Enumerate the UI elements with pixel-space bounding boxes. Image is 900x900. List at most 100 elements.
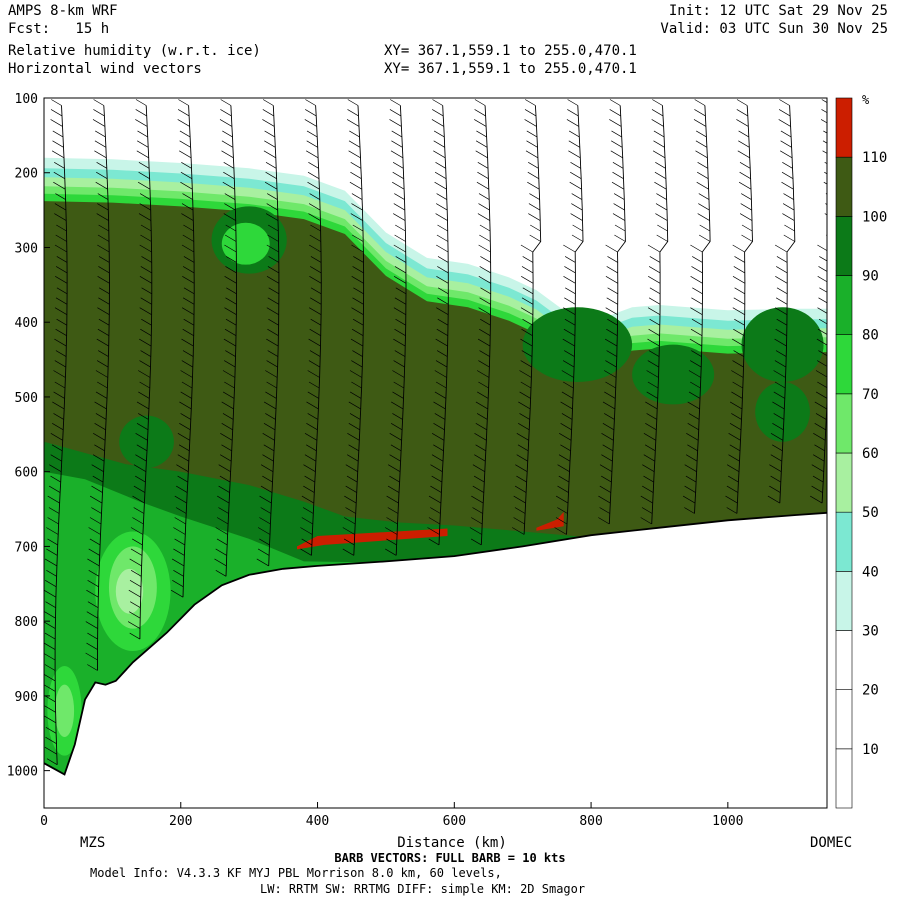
colorbar-swatch xyxy=(835,393,853,454)
colorbar-level-label: 40 xyxy=(862,564,879,580)
y-tick-label: 1000 xyxy=(7,765,38,780)
colorbar-level-label: 110 xyxy=(862,150,887,166)
colorbar-swatch xyxy=(835,511,853,572)
cross-section-xy-2: XY= 367.1,559.1 to 255.0,470.1 xyxy=(384,61,637,77)
wind-barb-column xyxy=(256,99,280,567)
wind-barb-column xyxy=(598,99,626,525)
x-start-label: MZS xyxy=(80,835,105,851)
wind-barb-ticks xyxy=(640,99,668,525)
field-label-rh: Relative humidity (w.r.t. ice) xyxy=(8,43,261,59)
wind-barb-staff xyxy=(566,105,584,535)
wind-barb-ticks xyxy=(385,99,407,556)
y-axis: 100 200 300 400 500 600 700 800 900 1000 xyxy=(7,92,50,780)
colorbar: 10 20 30 40 50 60 70 80 90 100 110 xyxy=(835,97,887,809)
wind-barb-ticks xyxy=(127,99,152,640)
wind-barb-ticks xyxy=(170,99,195,598)
wind-barb-ticks xyxy=(44,99,68,766)
rh-blob-h xyxy=(119,415,174,468)
wind-barb-staff xyxy=(395,105,407,556)
wind-barb-column xyxy=(85,99,110,671)
colorbar-level-label: 10 xyxy=(862,742,879,758)
y-tick-label: 500 xyxy=(15,391,38,406)
x-axis-title: Distance (km) xyxy=(397,835,507,851)
x-tick-label: 400 xyxy=(306,814,329,829)
colorbar-swatch xyxy=(835,748,853,809)
colorbar-level-label: 50 xyxy=(862,505,879,521)
rh-blob-g-core xyxy=(54,684,75,737)
wind-barb-staff xyxy=(694,105,711,514)
colorbar-swatch xyxy=(835,334,853,395)
colorbar-swatch xyxy=(835,571,853,631)
wind-barb-ticks xyxy=(554,99,584,535)
wind-barb-column xyxy=(554,99,584,535)
wind-barb-column xyxy=(512,99,542,535)
wind-barbs xyxy=(44,99,827,766)
wind-barb-ticks xyxy=(512,99,541,535)
wind-barb-column xyxy=(427,99,449,546)
wind-barb-column xyxy=(214,99,237,577)
x-tick-label: 0 xyxy=(40,814,48,829)
wind-barb-staff xyxy=(54,105,68,765)
wind-barb-column xyxy=(300,99,322,556)
wind-barb-column xyxy=(682,99,711,514)
wind-barb-staff xyxy=(821,389,827,504)
colorbar-level-label: 70 xyxy=(862,387,879,403)
forecast-hour: Fcst: 15 h xyxy=(8,21,110,37)
x-tick-label: 800 xyxy=(579,814,602,829)
model-info-2: LW: RRTM SW: RRTMG DIFF: simple KM: 2D S… xyxy=(260,882,585,896)
wind-barb-staff xyxy=(523,105,542,535)
wind-barb-column xyxy=(469,99,492,546)
wind-barb-column xyxy=(44,99,68,766)
wind-barb-staff xyxy=(225,105,237,577)
wind-barb-ticks xyxy=(469,99,491,546)
wind-barb-column xyxy=(725,99,753,514)
wind-barb-ticks xyxy=(682,99,711,514)
rh-blob-a-core xyxy=(221,222,270,265)
wind-barb-column xyxy=(640,99,669,525)
rh-over-110-zone xyxy=(297,528,448,550)
colorbar-swatch xyxy=(835,275,853,335)
model-title: AMPS 8-km WRF xyxy=(8,3,118,19)
y-tick-label: 200 xyxy=(15,167,38,182)
colorbar-level-label: 100 xyxy=(862,209,887,225)
wind-barb-column xyxy=(767,99,796,504)
wind-barb-ticks xyxy=(767,99,795,504)
x-tick-label: 600 xyxy=(443,814,466,829)
cross-section-xy-1: XY= 367.1,559.1 to 255.0,470.1 xyxy=(384,43,637,59)
colorbar-swatch xyxy=(835,630,853,690)
colorbar-swatch xyxy=(835,156,853,217)
colorbar-level-label: 90 xyxy=(862,269,879,285)
barb-legend: BARB VECTORS: FULL BARB = 10 kts xyxy=(334,851,565,865)
valid-time: Valid: 03 UTC Sun 30 Nov 25 xyxy=(660,21,888,37)
x-axis: 0 200 400 600 800 1000 xyxy=(40,802,743,829)
wind-barb-column xyxy=(385,99,407,556)
wind-barb-staff xyxy=(736,105,753,514)
terrain xyxy=(44,511,827,808)
wind-barb-staff xyxy=(353,105,365,556)
field-label-wind: Horizontal wind vectors xyxy=(8,61,202,77)
terrain-fill xyxy=(44,512,827,808)
wind-barb-ticks xyxy=(85,99,110,671)
y-tick-label: 700 xyxy=(15,540,38,555)
terrain-surface-line xyxy=(44,511,827,776)
wind-barb-column xyxy=(342,99,365,556)
x-tick-label: 200 xyxy=(169,814,192,829)
y-tick-label: 800 xyxy=(15,615,38,630)
rh-blob-d xyxy=(741,307,824,383)
rh-blob-f-center xyxy=(115,568,144,614)
rh-blob-b xyxy=(522,307,633,383)
y-tick-label: 100 xyxy=(15,92,38,107)
wind-barb-column xyxy=(127,99,153,640)
wind-barb-ticks xyxy=(598,99,626,525)
wind-barb-column xyxy=(170,99,195,598)
wind-barb-ticks xyxy=(300,99,322,556)
colorbar-unit: % xyxy=(862,93,870,107)
y-tick-label: 300 xyxy=(15,241,38,256)
plot-frame xyxy=(43,97,828,809)
wind-barb-ticks xyxy=(342,99,364,556)
y-tick-label: 400 xyxy=(15,316,38,331)
x-tick-label: 1000 xyxy=(712,814,743,829)
wind-barb-ticks xyxy=(256,99,280,567)
x-end-label: DOMEC xyxy=(810,835,852,851)
